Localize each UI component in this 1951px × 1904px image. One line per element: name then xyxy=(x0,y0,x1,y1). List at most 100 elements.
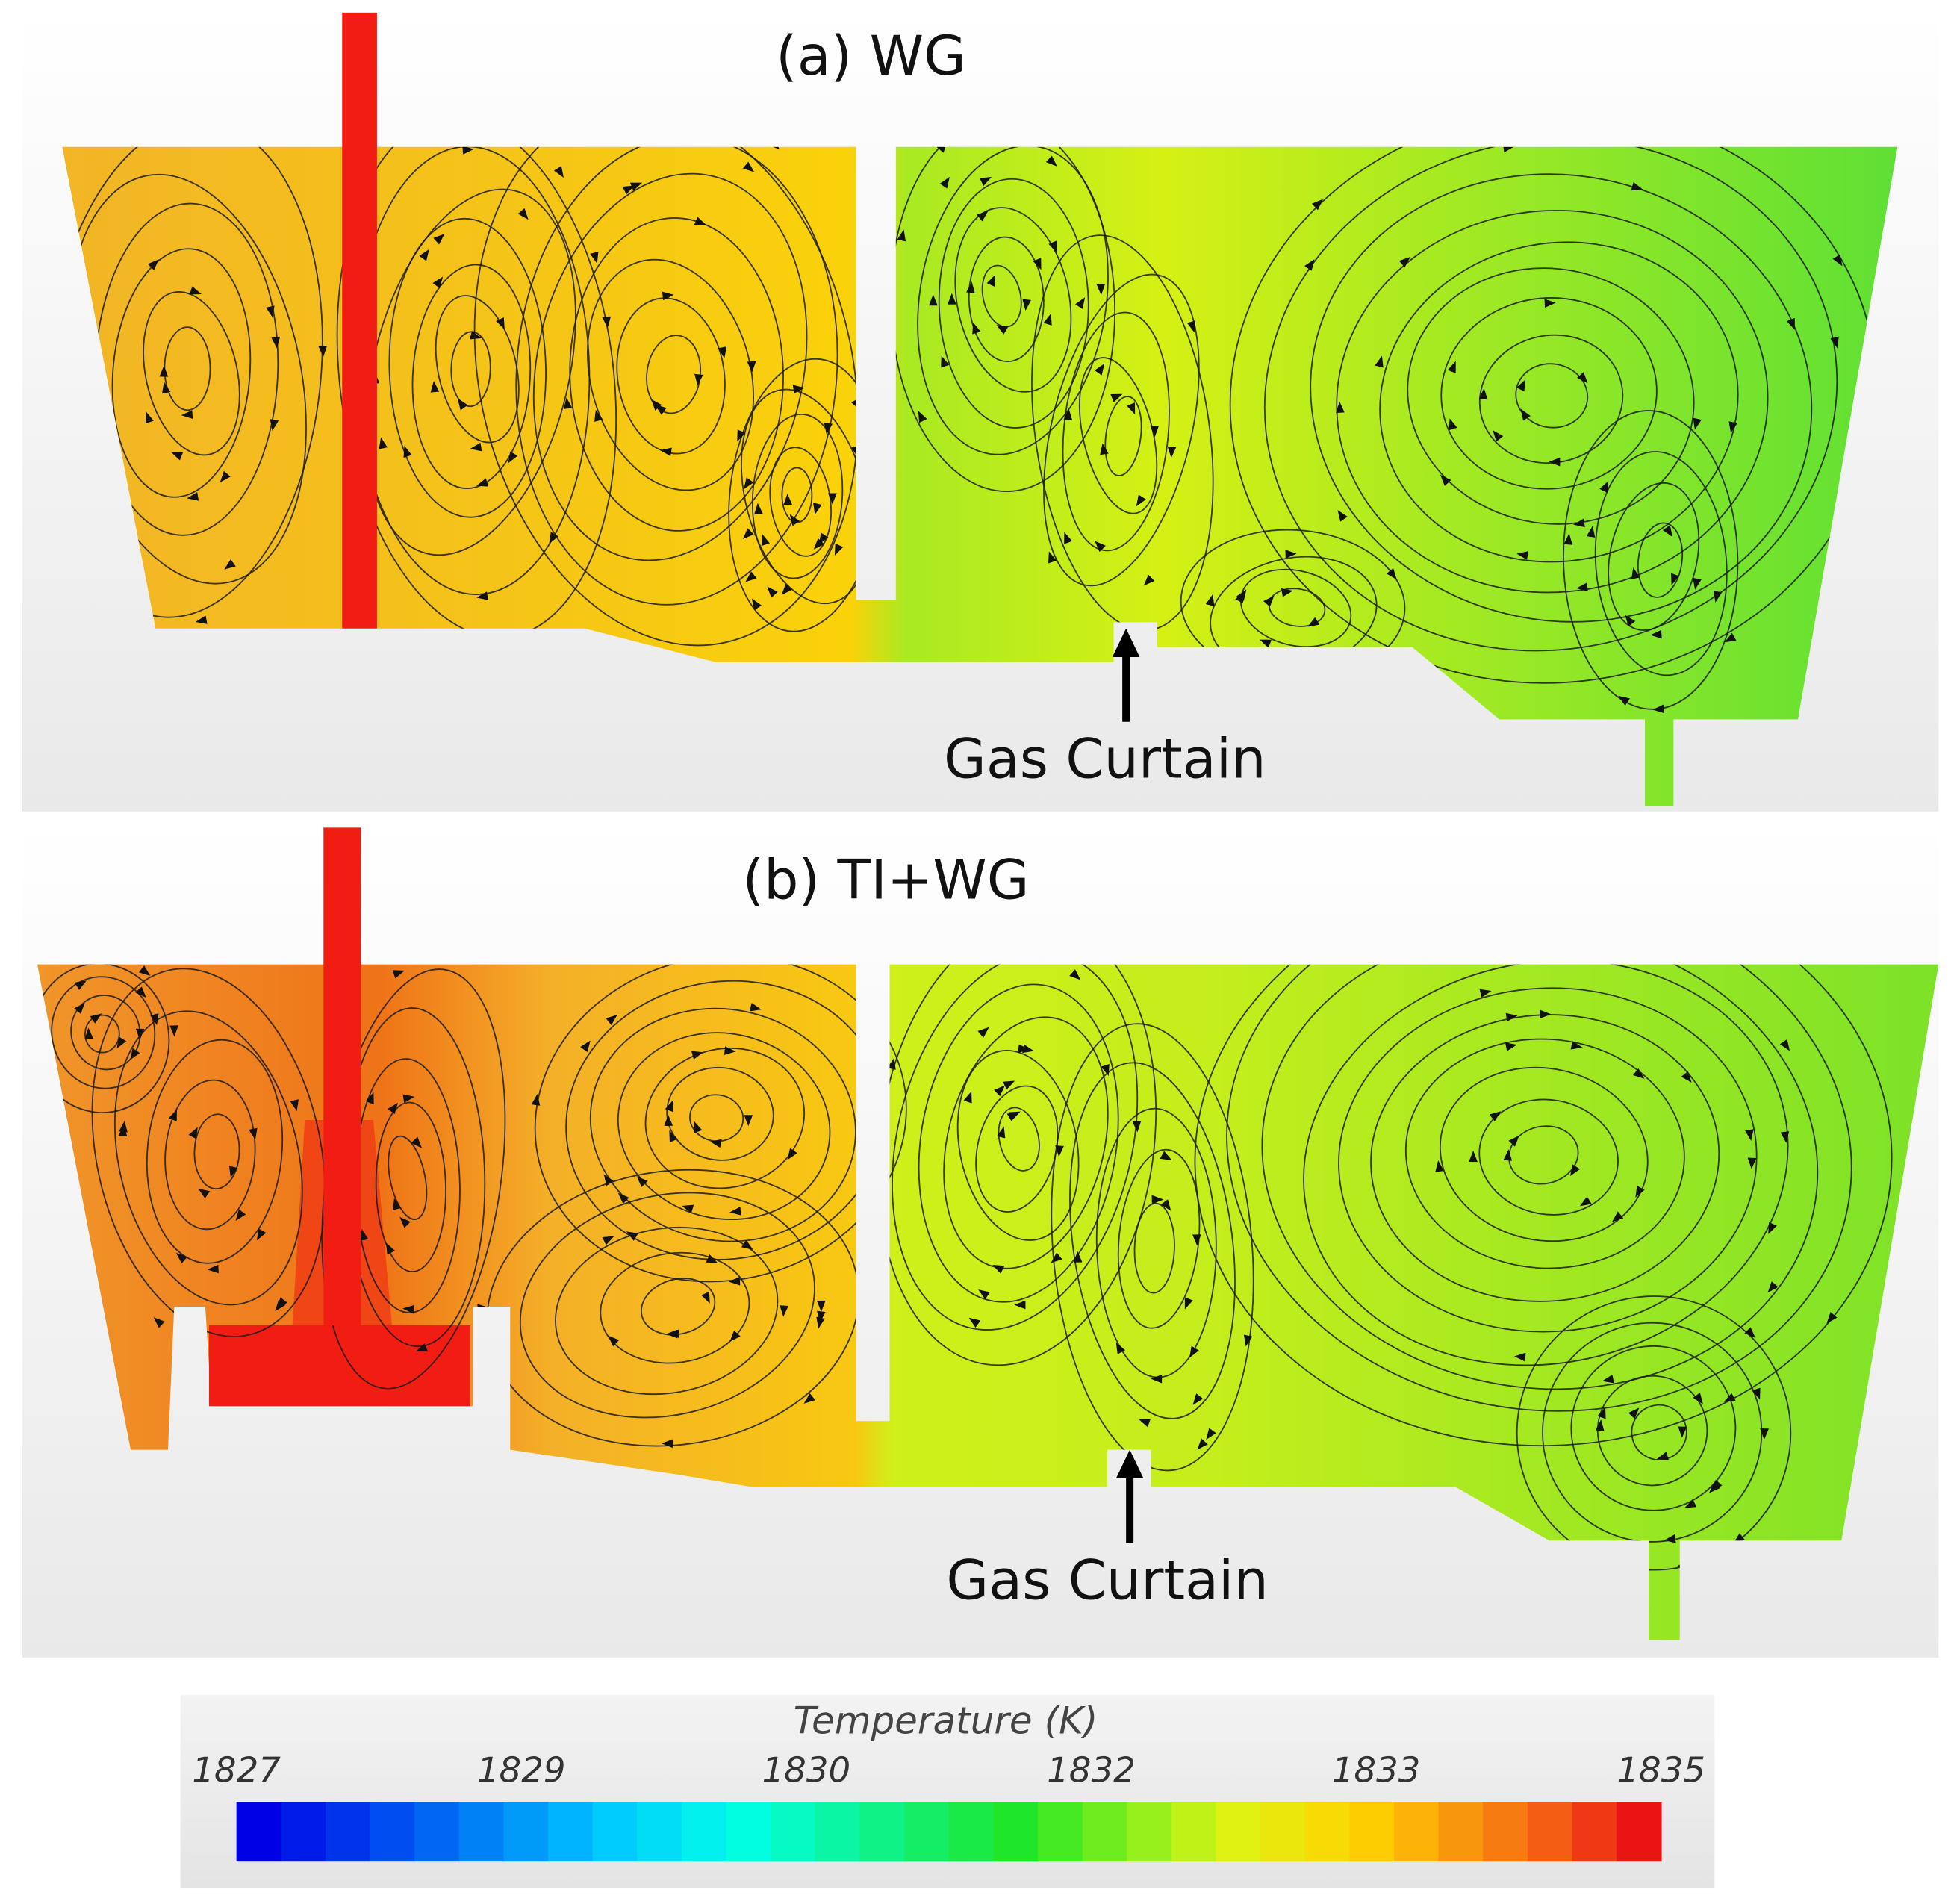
flow-arrow xyxy=(1540,1009,1552,1019)
streamline xyxy=(1594,451,1728,676)
flow-arrow xyxy=(1505,1042,1517,1051)
flow-arrow xyxy=(834,543,844,556)
flow-arrow xyxy=(664,1114,673,1126)
flow-arrow xyxy=(1573,518,1585,528)
flow-arrow xyxy=(1628,1407,1640,1419)
flow-arrow xyxy=(787,1148,797,1160)
streamline xyxy=(1379,241,1739,563)
shroud xyxy=(342,12,377,629)
flow-arrow xyxy=(744,477,754,490)
flow-arrow xyxy=(1447,361,1456,373)
flow-arrow xyxy=(706,1254,718,1263)
flow-arrow xyxy=(74,1002,85,1015)
streamline xyxy=(616,297,726,455)
colorbar-tick-label: 1827 xyxy=(192,1751,281,1791)
flow-arrow xyxy=(385,1242,396,1255)
flow-arrow xyxy=(1100,443,1109,455)
flow-arrow xyxy=(694,373,703,386)
flow-arrow xyxy=(977,211,989,222)
flow-arrow xyxy=(553,166,564,178)
flow-arrow xyxy=(1516,379,1526,392)
flow-arrow xyxy=(1115,1342,1125,1354)
flow-arrow xyxy=(419,249,429,261)
streamline xyxy=(375,1101,446,1273)
flow-arrow xyxy=(1110,393,1123,402)
flow-arrow xyxy=(1449,418,1457,431)
flow-arrow xyxy=(1055,1145,1064,1157)
flow-arrow xyxy=(813,503,822,515)
colorbar-step xyxy=(458,1802,505,1862)
flow-arrow xyxy=(918,411,927,423)
flow-arrow xyxy=(1618,695,1630,706)
streamline xyxy=(84,1014,120,1054)
flow-arrow xyxy=(1192,1234,1201,1246)
flow-arrow xyxy=(1693,417,1702,430)
flow-arrow xyxy=(118,1124,128,1137)
flow-arrow xyxy=(729,1276,741,1286)
flow-arrow xyxy=(1563,533,1573,545)
flow-arrow xyxy=(189,286,202,295)
flow-arrow xyxy=(181,410,193,419)
flow-arrow xyxy=(1625,615,1636,627)
flow-arrow xyxy=(751,598,762,611)
streamline xyxy=(1338,987,1758,1333)
streamline xyxy=(1637,522,1684,598)
flow-arrow xyxy=(1243,1334,1253,1347)
flow-arrow xyxy=(994,1085,1006,1097)
flow-arrow xyxy=(318,346,328,358)
flow-arrow xyxy=(936,146,948,153)
flow-arrow xyxy=(1713,591,1723,603)
streamline xyxy=(1440,297,1658,490)
streamline xyxy=(1596,1375,1708,1487)
colorbar-step xyxy=(1037,1802,1083,1862)
flow-arrow xyxy=(1307,617,1320,627)
colorbar-step xyxy=(325,1802,371,1862)
panel-title: (b) TI+WG xyxy=(742,848,1029,912)
flow-arrow xyxy=(1033,258,1042,270)
colorbar-step xyxy=(503,1802,549,1862)
colorbar-step xyxy=(1216,1802,1261,1862)
flow-arrow xyxy=(996,325,1009,335)
colorbar-step xyxy=(637,1802,682,1862)
flow-arrow xyxy=(1662,525,1673,538)
flow-arrow xyxy=(175,1252,187,1264)
flow-arrow xyxy=(271,337,281,349)
flow-arrow xyxy=(1160,1199,1171,1211)
colorbar-step xyxy=(1393,1802,1440,1862)
flow-arrow xyxy=(622,185,635,195)
streamline xyxy=(1194,964,1893,1447)
flow-arrow xyxy=(130,1048,140,1060)
streamline xyxy=(917,146,1109,455)
colorbar-step xyxy=(726,1802,771,1862)
flow-arrow xyxy=(1435,1160,1444,1172)
streamline xyxy=(981,264,1022,328)
colorbar-title: Temperature (K) xyxy=(794,1699,1098,1743)
streamline xyxy=(388,217,547,518)
flow-arrow xyxy=(1513,1352,1526,1362)
flow-arrow xyxy=(1599,480,1609,493)
colorbar-step xyxy=(548,1802,594,1862)
flow-arrow xyxy=(767,586,778,598)
streamline xyxy=(1404,1038,1685,1269)
flow-arrow xyxy=(290,1099,299,1112)
flow-arrow xyxy=(1652,704,1664,714)
flow-arrow xyxy=(668,1329,679,1339)
flow-arrow xyxy=(1549,457,1561,467)
flow-arrow xyxy=(963,1091,972,1104)
streamline xyxy=(111,248,252,498)
flow-arrow xyxy=(135,1028,145,1040)
flow-arrow xyxy=(1048,551,1057,564)
streamline xyxy=(519,1192,815,1419)
flow-arrow xyxy=(270,419,279,432)
flow-arrow xyxy=(1014,1300,1026,1310)
streamline xyxy=(956,1049,1080,1241)
streamline xyxy=(555,1226,779,1396)
flow-arrow xyxy=(1138,1419,1151,1428)
flow-arrow xyxy=(813,538,825,550)
flow-arrow xyxy=(1375,355,1384,368)
flow-arrow xyxy=(1336,401,1345,414)
flow-arrow xyxy=(939,176,950,189)
streamline xyxy=(1133,1202,1175,1294)
flow-arrow xyxy=(220,470,231,483)
